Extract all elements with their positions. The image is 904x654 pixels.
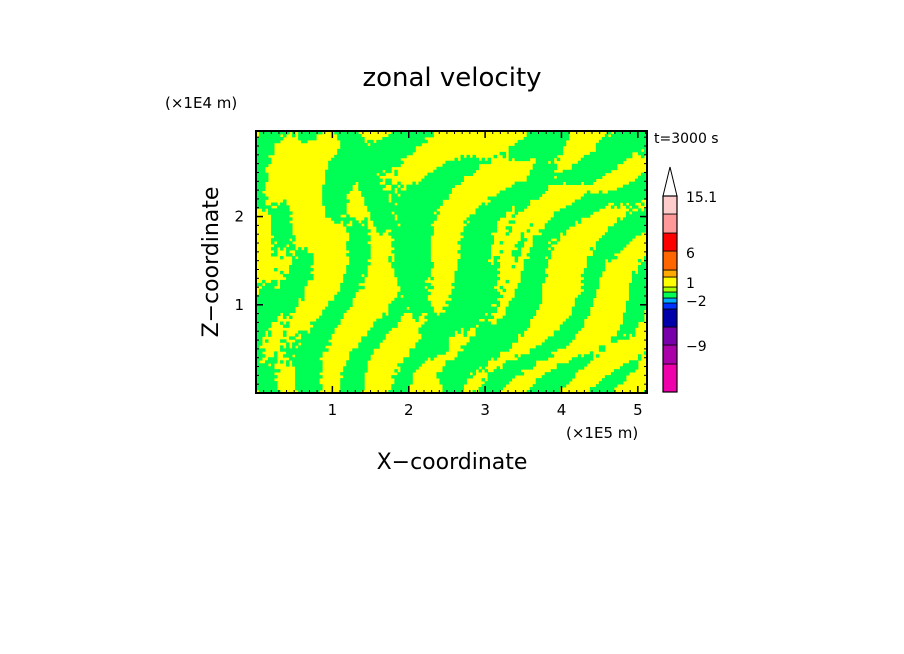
x-tick-label: 3 (480, 401, 490, 419)
colorbar-segment (662, 291, 678, 299)
colorbar-segment (662, 250, 678, 271)
colorbar-label: −2 (686, 294, 707, 310)
y-axis-label: Z−coordinate (199, 187, 224, 338)
x-tick-label: 2 (404, 401, 414, 419)
colorbar-segment (662, 276, 678, 288)
colorbar-frame (662, 195, 678, 393)
colorbar-segment (662, 213, 678, 234)
negative-velocity-region (256, 131, 647, 393)
colorbar-segment (662, 363, 678, 393)
colorbar-segment (662, 269, 678, 278)
y-tick-label: 1 (234, 296, 244, 314)
colorbar-segment (662, 326, 678, 346)
y-unit-label: (×1E4 m) (165, 94, 237, 112)
x-unit-label: (×1E5 m) (566, 424, 638, 442)
colorbar-label: 6 (686, 246, 695, 262)
plot-frame (255, 130, 648, 394)
x-axis: 1 2 3 4 5 (263, 131, 646, 419)
colorbar-label: −9 (686, 339, 707, 355)
colorbar-extension (662, 166, 678, 197)
colorbar-label: 1 (686, 276, 695, 292)
colorbar-segment (662, 195, 678, 215)
x-tick-label: 5 (633, 401, 643, 419)
y-tick-label: 2 (234, 208, 244, 226)
colorbar-segment (662, 297, 678, 304)
x-axis-label: X−coordinate (377, 450, 528, 475)
colorbar: 15.1 6 1 −2 −9 (662, 166, 717, 393)
colorbar-segment (662, 302, 678, 310)
colorbar-segment (662, 308, 678, 328)
colorbar-label: 15.1 (686, 190, 717, 206)
y-axis: 12 (234, 136, 647, 385)
colorbar-segment (662, 286, 678, 293)
plot-area (255, 130, 648, 394)
colorbar-segment (662, 344, 678, 365)
colorbar-segment (662, 232, 678, 252)
velocity-field (256, 131, 647, 393)
x-tick-label: 4 (557, 401, 567, 419)
chart-title: zonal velocity (362, 63, 541, 93)
x-tick-label: 1 (328, 401, 338, 419)
time-label: t=3000 s (654, 131, 719, 147)
